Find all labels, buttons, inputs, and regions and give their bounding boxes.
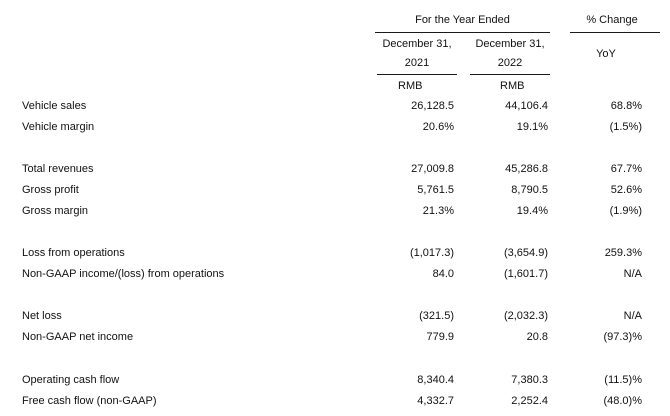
col-2021-date: December 31, <box>382 38 452 50</box>
col-2022-rule <box>470 74 550 75</box>
row-label: Gross margin <box>22 205 89 217</box>
value-2021: 779.9 <box>426 331 454 343</box>
value-2022: 7,380.3 <box>511 374 548 386</box>
value-yoy: (1.5%) <box>609 121 642 133</box>
row-label: Non-GAAP net income <box>22 331 134 343</box>
value-2022: 19.1% <box>516 121 548 133</box>
row-label: Non-GAAP income/(loss) from operations <box>22 268 225 280</box>
value-2022: (2,032.3) <box>503 310 548 322</box>
value-yoy: (11.5)% <box>604 374 642 386</box>
value-2021: 84.0 <box>432 268 454 280</box>
change-header: % Change <box>586 14 638 26</box>
value-2021: 4,332.7 <box>417 395 454 407</box>
row-label: Total revenues <box>22 163 94 175</box>
row-label: Vehicle margin <box>22 121 95 133</box>
header-rule-change <box>570 32 660 33</box>
value-yoy: (1.9%) <box>609 205 642 217</box>
value-yoy: 259.3% <box>604 247 642 259</box>
currency-2021: RMB <box>398 80 423 92</box>
value-yoy: (97.3)% <box>603 331 642 343</box>
row-label: Net loss <box>22 310 62 322</box>
row-label: Free cash flow (non-GAAP) <box>22 395 157 407</box>
row-label: Loss from operations <box>22 247 125 259</box>
period-header: For the Year Ended <box>415 14 510 26</box>
value-yoy: 67.7% <box>610 163 642 175</box>
value-2021: 26,128.5 <box>411 100 454 112</box>
value-2021: 8,340.4 <box>417 374 454 386</box>
col-2022-date: December 31, <box>475 38 545 50</box>
value-yoy: N/A <box>623 268 642 280</box>
yoy-subheader: YoY <box>596 48 616 60</box>
value-2021: (1,017.3) <box>409 247 454 259</box>
value-2021: (321.5) <box>419 310 454 322</box>
row-label: Vehicle sales <box>22 100 87 112</box>
value-2021: 5,761.5 <box>417 184 454 196</box>
value-2022: (3,654.9) <box>503 247 548 259</box>
value-yoy: 52.6% <box>610 184 642 196</box>
value-2022: 20.8 <box>526 331 548 343</box>
value-2021: 20.6% <box>422 121 454 133</box>
col-2021-rule <box>377 74 457 75</box>
value-2021: 21.3% <box>422 205 454 217</box>
value-2022: 19.4% <box>516 205 548 217</box>
value-2022: (1,601.7) <box>503 268 548 280</box>
value-yoy: N/A <box>623 310 642 322</box>
value-yoy: 68.8% <box>610 100 642 112</box>
row-label: Gross profit <box>22 184 79 196</box>
value-yoy: (48.0)% <box>603 395 642 407</box>
header-rule-period <box>375 32 550 33</box>
currency-2022: RMB <box>500 80 525 92</box>
value-2022: 8,790.5 <box>511 184 548 196</box>
row-label: Operating cash flow <box>22 374 120 386</box>
col-2022-year: 2022 <box>497 57 523 69</box>
value-2022: 45,286.8 <box>505 163 548 175</box>
value-2021: 27,009.8 <box>411 163 454 175</box>
value-2022: 2,252.4 <box>511 395 548 407</box>
col-2021-year: 2021 <box>404 57 430 69</box>
value-2022: 44,106.4 <box>505 100 548 112</box>
